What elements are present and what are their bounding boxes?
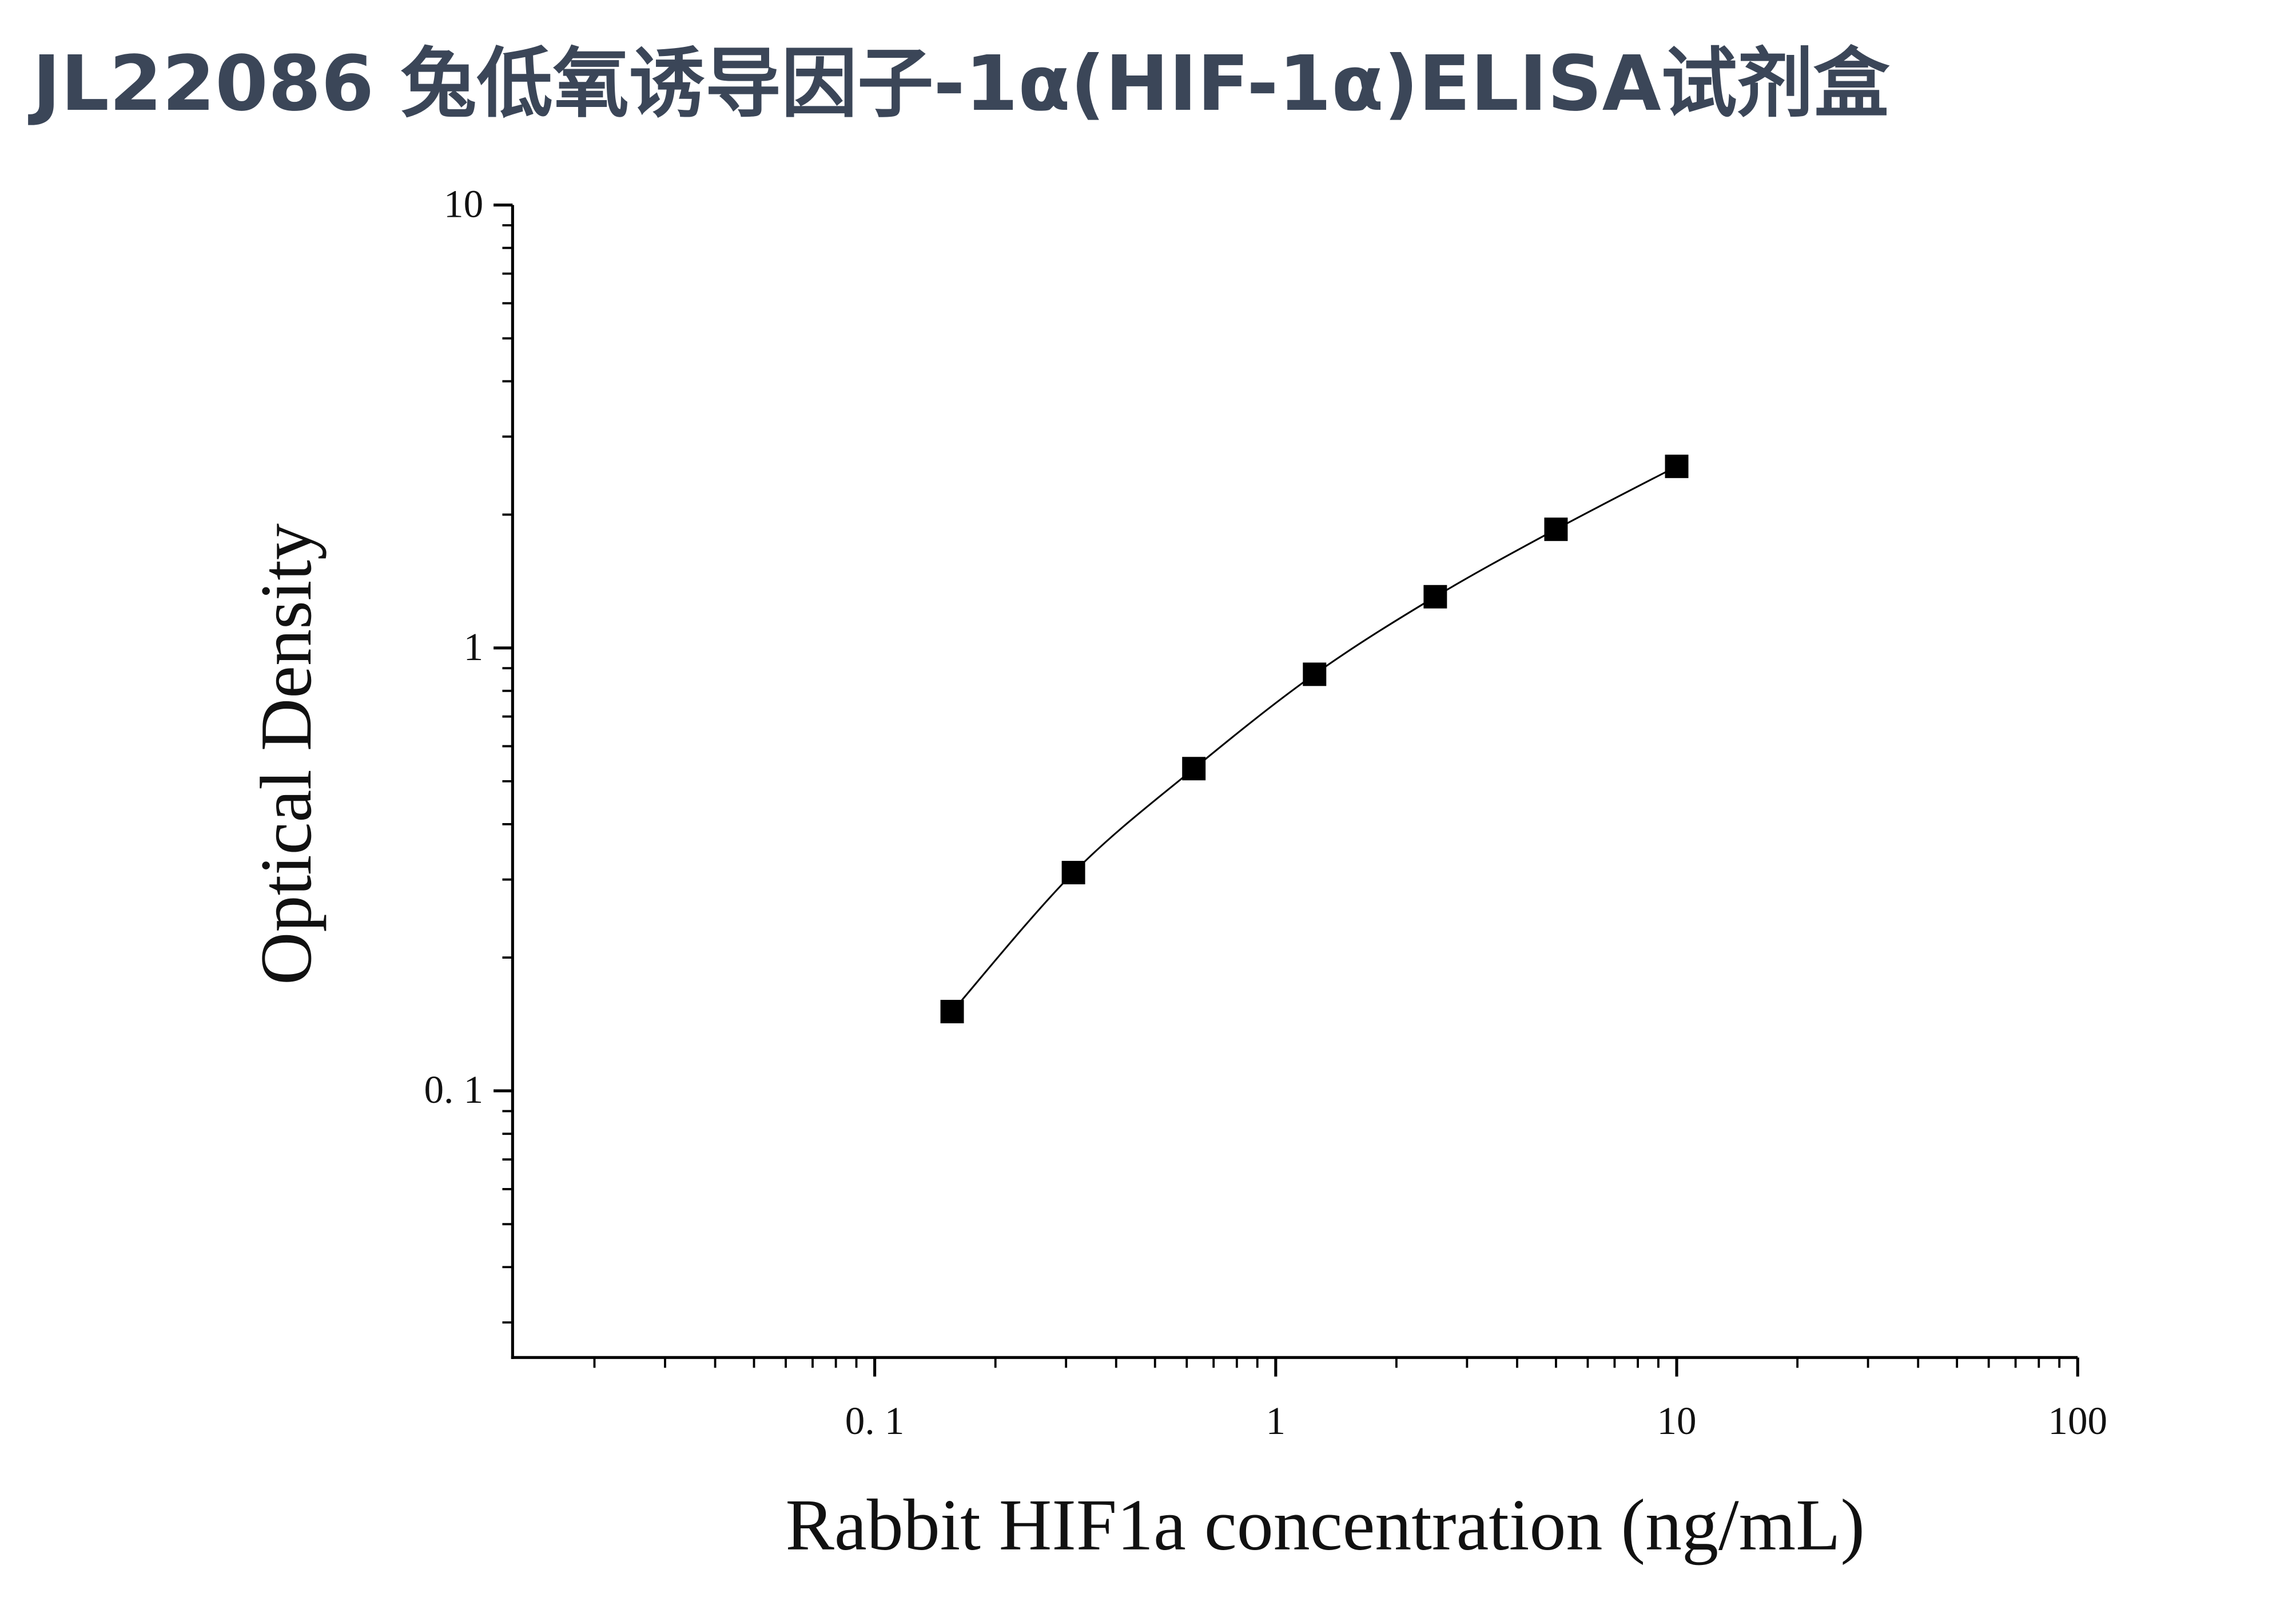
x-axis-label: Rabbit HIF1a concentration (ng/mL) [786,1484,1865,1566]
point [1303,662,1327,686]
x-tick-label: 10 [1657,1399,1696,1443]
y-tick-label: 1 [464,625,484,669]
y-tick-label: 0. 1 [424,1067,483,1111]
x-tick-label: 100 [2048,1399,2107,1443]
x-tick-label: 1 [1266,1399,1286,1443]
chart-title: JL22086 兔低氧诱导因子-1α(HIF-1α)ELISA试剂盒 [28,39,1890,128]
y-axis-label: Optical Density [245,523,327,985]
point [1061,861,1085,885]
y-tick-label: 10 [444,181,483,225]
point [1423,585,1447,609]
point [1665,454,1689,478]
point [1544,517,1568,541]
x-tick-label: 0. 1 [845,1399,905,1443]
point [1182,757,1206,781]
fit-curve [951,465,1677,1012]
point [940,1000,964,1024]
